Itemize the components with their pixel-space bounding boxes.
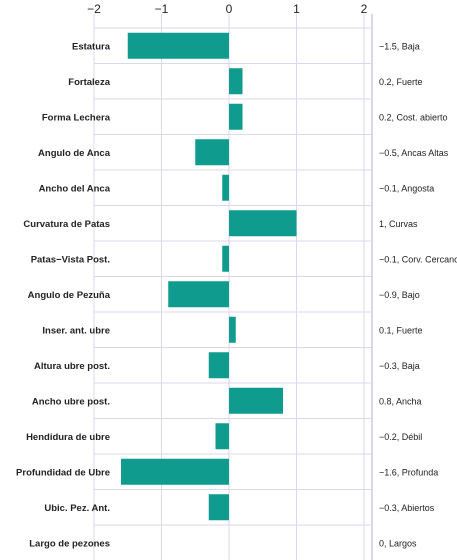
value-annotation: 0.8, Ancha — [379, 396, 422, 406]
value-annotation: −0.9, Bajo — [379, 290, 420, 300]
trait-label: Largo de pezones — [29, 538, 110, 549]
bar — [168, 281, 229, 308]
x-tick-label: −2 — [87, 2, 101, 16]
value-annotation: −0.2, Débil — [379, 432, 422, 442]
trait-label: Angulo de Pezuña — [28, 290, 111, 301]
bar — [229, 210, 297, 237]
value-annotation: −0.3, Abiertos — [379, 503, 435, 513]
bar — [195, 139, 229, 166]
label-layer: −2 −1 0 1 2 Estatura −1.5, Baja Fortaleza 0.2, F… — [16, 2, 457, 549]
trait-label: Ubic. Pez. Ant. — [44, 503, 110, 514]
value-annotation: −0.1, Corv. Cercanos — [379, 254, 457, 264]
trait-label: Estatura — [72, 41, 111, 52]
bar — [127, 32, 229, 59]
value-annotation: 0.2, Cost. abierto — [379, 112, 448, 122]
bar — [229, 316, 236, 343]
bar — [229, 68, 243, 95]
x-tick-label: −1 — [155, 2, 169, 16]
value-annotation: 1, Curvas — [379, 219, 418, 229]
bar — [229, 387, 283, 414]
x-tick-label: 1 — [293, 2, 300, 16]
trait-label: Patas−Vista Post. — [31, 254, 110, 265]
value-annotation: −0.1, Angosta — [379, 183, 434, 193]
value-annotation: −1.5, Baja — [379, 41, 420, 51]
bar-layer — [121, 32, 297, 521]
value-annotation: −1.6, Profunda — [379, 467, 438, 477]
bar — [222, 174, 229, 201]
trait-label: Inser. ant. ubre — [42, 325, 110, 336]
trait-label: Hendidura de ubre — [26, 432, 110, 443]
bar — [208, 494, 229, 521]
value-annotation: −0.5, Ancas Altas — [379, 148, 449, 158]
trait-label: Ancho del Anca — [39, 183, 111, 194]
bar — [121, 458, 229, 485]
grid-layer — [93, 14, 373, 560]
value-annotation: −0.3, Baja — [379, 361, 420, 371]
trait-label: Forma Lechera — [42, 112, 111, 123]
trait-label: Angulo de Anca — [38, 148, 111, 159]
bar — [208, 352, 229, 379]
trait-label: Profundidad de Ubre — [16, 467, 110, 478]
bar — [229, 103, 243, 130]
trait-label: Altura ubre post. — [34, 361, 110, 372]
trait-label: Fortaleza — [68, 77, 110, 88]
trait-label: Ancho ubre post. — [32, 396, 110, 407]
bar — [222, 245, 229, 272]
x-tick-label: 2 — [361, 2, 368, 16]
value-annotation: 0.1, Fuerte — [379, 325, 423, 335]
trait-label: Curvatura de Patas — [23, 219, 110, 230]
bar — [215, 423, 229, 450]
x-tick-label: 0 — [226, 2, 233, 16]
value-annotation: 0.2, Fuerte — [379, 77, 423, 87]
value-annotation: 0, Largos — [379, 538, 417, 548]
